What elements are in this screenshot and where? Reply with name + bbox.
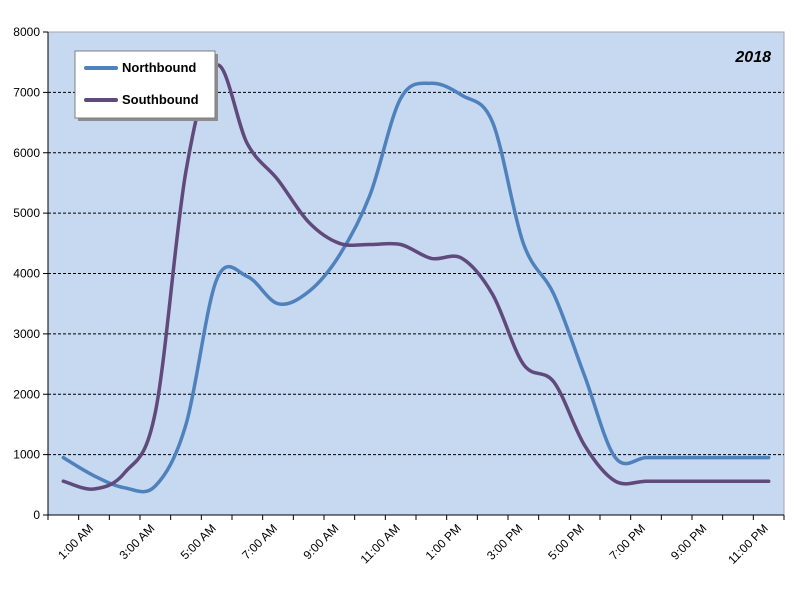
x-tick-label: 1:00 PM [423,521,465,563]
x-tick-label: 5:00 PM [545,521,587,563]
series-line-northbound [61,81,771,494]
y-tick-label: 1000 [13,448,40,462]
x-tick-label: 7:00 AM [239,521,280,562]
legend-label-northbound: Northbound [122,60,196,75]
x-tick-label: 9:00 PM [668,521,710,563]
x-axis: 1:00 AM 3:00 AM 5:00 AM 7:00 AM 9:00 AM 11:00… [47,514,785,567]
x-tick-label: 11:00 AM [358,521,403,566]
y-tick-label: 8000 [13,25,40,39]
series-group [61,63,771,494]
legend: Northbound Southbound [74,50,218,121]
y-tick-label: 6000 [13,146,40,160]
x-tick-label: 3:00 AM [116,521,157,562]
y-tick-label: 4000 [13,267,40,281]
x-tick-label: 5:00 AM [178,521,219,562]
x-tick-label: 1:00 AM [55,521,96,562]
legend-box [74,50,216,119]
x-tick-label: 9:00 AM [300,521,341,562]
series-line-southbound [61,63,771,491]
y-tick-label: 0 [33,508,40,522]
x-tick-label: 11:00 PM [725,521,771,567]
legend-label-southbound: Southbound [122,92,199,107]
y-tick-label: 3000 [13,327,40,341]
y-axis: 0 1000 2000 3000 4000 5000 6000 7000 8000 [13,25,49,522]
y-tick-label: 5000 [13,206,40,220]
x-tick-label: 7:00 PM [607,521,649,563]
y-tick-label: 7000 [13,85,40,99]
year-annotation: 2018 [734,49,771,66]
x-tick-label: 3:00 PM [484,521,526,563]
y-tick-label: 2000 [13,387,40,401]
